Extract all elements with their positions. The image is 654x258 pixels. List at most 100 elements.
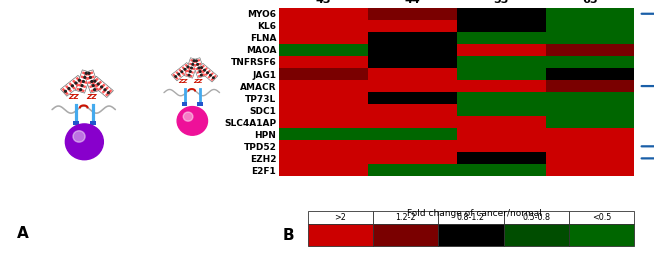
Bar bbox=[207, 72, 214, 79]
Circle shape bbox=[201, 67, 202, 68]
Bar bbox=[193, 59, 200, 63]
Bar bbox=[545, 20, 634, 32]
Bar bbox=[196, 66, 203, 70]
Bar bbox=[190, 59, 198, 63]
Bar bbox=[72, 79, 79, 87]
Circle shape bbox=[81, 85, 83, 86]
Circle shape bbox=[177, 107, 207, 135]
Bar bbox=[569, 211, 634, 224]
Bar bbox=[79, 79, 88, 84]
Bar bbox=[105, 89, 112, 96]
Bar bbox=[456, 68, 545, 80]
Circle shape bbox=[196, 60, 198, 62]
Bar bbox=[77, 88, 85, 92]
Bar bbox=[182, 102, 187, 106]
Bar bbox=[185, 73, 193, 77]
Bar bbox=[545, 104, 634, 116]
Circle shape bbox=[97, 83, 99, 85]
Circle shape bbox=[207, 72, 209, 74]
Circle shape bbox=[213, 77, 215, 78]
Bar bbox=[179, 69, 184, 75]
Bar bbox=[456, 152, 545, 164]
Bar bbox=[456, 20, 545, 32]
Text: A: A bbox=[17, 225, 29, 240]
Bar bbox=[545, 128, 634, 140]
Bar bbox=[373, 224, 438, 246]
Bar bbox=[175, 71, 182, 78]
Bar bbox=[368, 80, 456, 92]
Bar bbox=[545, 92, 634, 104]
Bar bbox=[368, 56, 456, 68]
Bar bbox=[438, 211, 504, 224]
Bar bbox=[189, 63, 196, 67]
Circle shape bbox=[193, 60, 195, 62]
Bar bbox=[192, 58, 206, 78]
Bar bbox=[90, 76, 113, 98]
Bar bbox=[373, 211, 438, 224]
Circle shape bbox=[201, 74, 202, 76]
Bar bbox=[368, 152, 456, 164]
Bar bbox=[171, 62, 192, 81]
Circle shape bbox=[65, 124, 103, 160]
Bar bbox=[279, 80, 368, 92]
Bar bbox=[545, 68, 634, 80]
Text: ZZ: ZZ bbox=[194, 79, 203, 84]
Bar bbox=[456, 128, 545, 140]
Bar bbox=[279, 152, 368, 164]
Bar bbox=[186, 70, 194, 74]
Bar bbox=[545, 32, 634, 44]
Text: ZZ: ZZ bbox=[86, 94, 97, 100]
Circle shape bbox=[175, 76, 177, 77]
Bar bbox=[86, 75, 95, 80]
Circle shape bbox=[188, 74, 190, 76]
Circle shape bbox=[94, 89, 95, 91]
Bar bbox=[279, 32, 368, 44]
Bar bbox=[368, 32, 456, 44]
Circle shape bbox=[90, 77, 92, 78]
Circle shape bbox=[73, 131, 85, 142]
Circle shape bbox=[197, 63, 198, 65]
Bar bbox=[456, 164, 545, 176]
Bar bbox=[545, 8, 634, 20]
Bar bbox=[545, 56, 634, 68]
Bar bbox=[368, 104, 456, 116]
Circle shape bbox=[198, 67, 199, 69]
Bar bbox=[307, 211, 373, 224]
Circle shape bbox=[101, 86, 103, 88]
Circle shape bbox=[187, 66, 189, 68]
Bar bbox=[182, 66, 188, 73]
Circle shape bbox=[78, 79, 80, 81]
Bar bbox=[90, 120, 96, 125]
Bar bbox=[456, 8, 545, 20]
Bar bbox=[545, 164, 634, 176]
Circle shape bbox=[82, 80, 84, 82]
Bar bbox=[85, 71, 94, 76]
Circle shape bbox=[104, 89, 106, 91]
Text: B: B bbox=[283, 228, 294, 243]
Bar bbox=[279, 140, 368, 152]
Bar bbox=[545, 152, 634, 164]
Circle shape bbox=[190, 71, 191, 72]
Bar bbox=[279, 20, 368, 32]
Circle shape bbox=[199, 71, 201, 72]
Bar bbox=[98, 84, 105, 91]
Bar bbox=[368, 164, 456, 176]
Circle shape bbox=[181, 71, 182, 72]
Bar bbox=[78, 84, 86, 88]
Circle shape bbox=[71, 85, 73, 87]
Bar bbox=[368, 92, 456, 104]
Bar bbox=[545, 116, 634, 128]
Circle shape bbox=[178, 73, 180, 75]
Bar bbox=[76, 77, 82, 84]
Circle shape bbox=[68, 88, 70, 90]
Bar bbox=[73, 120, 78, 125]
Bar bbox=[368, 44, 456, 56]
Bar bbox=[456, 32, 545, 44]
Circle shape bbox=[92, 85, 94, 86]
Circle shape bbox=[183, 112, 193, 121]
Bar bbox=[211, 75, 217, 81]
Bar bbox=[184, 58, 199, 78]
Bar bbox=[198, 102, 203, 106]
Bar bbox=[545, 44, 634, 56]
Bar bbox=[279, 68, 368, 80]
